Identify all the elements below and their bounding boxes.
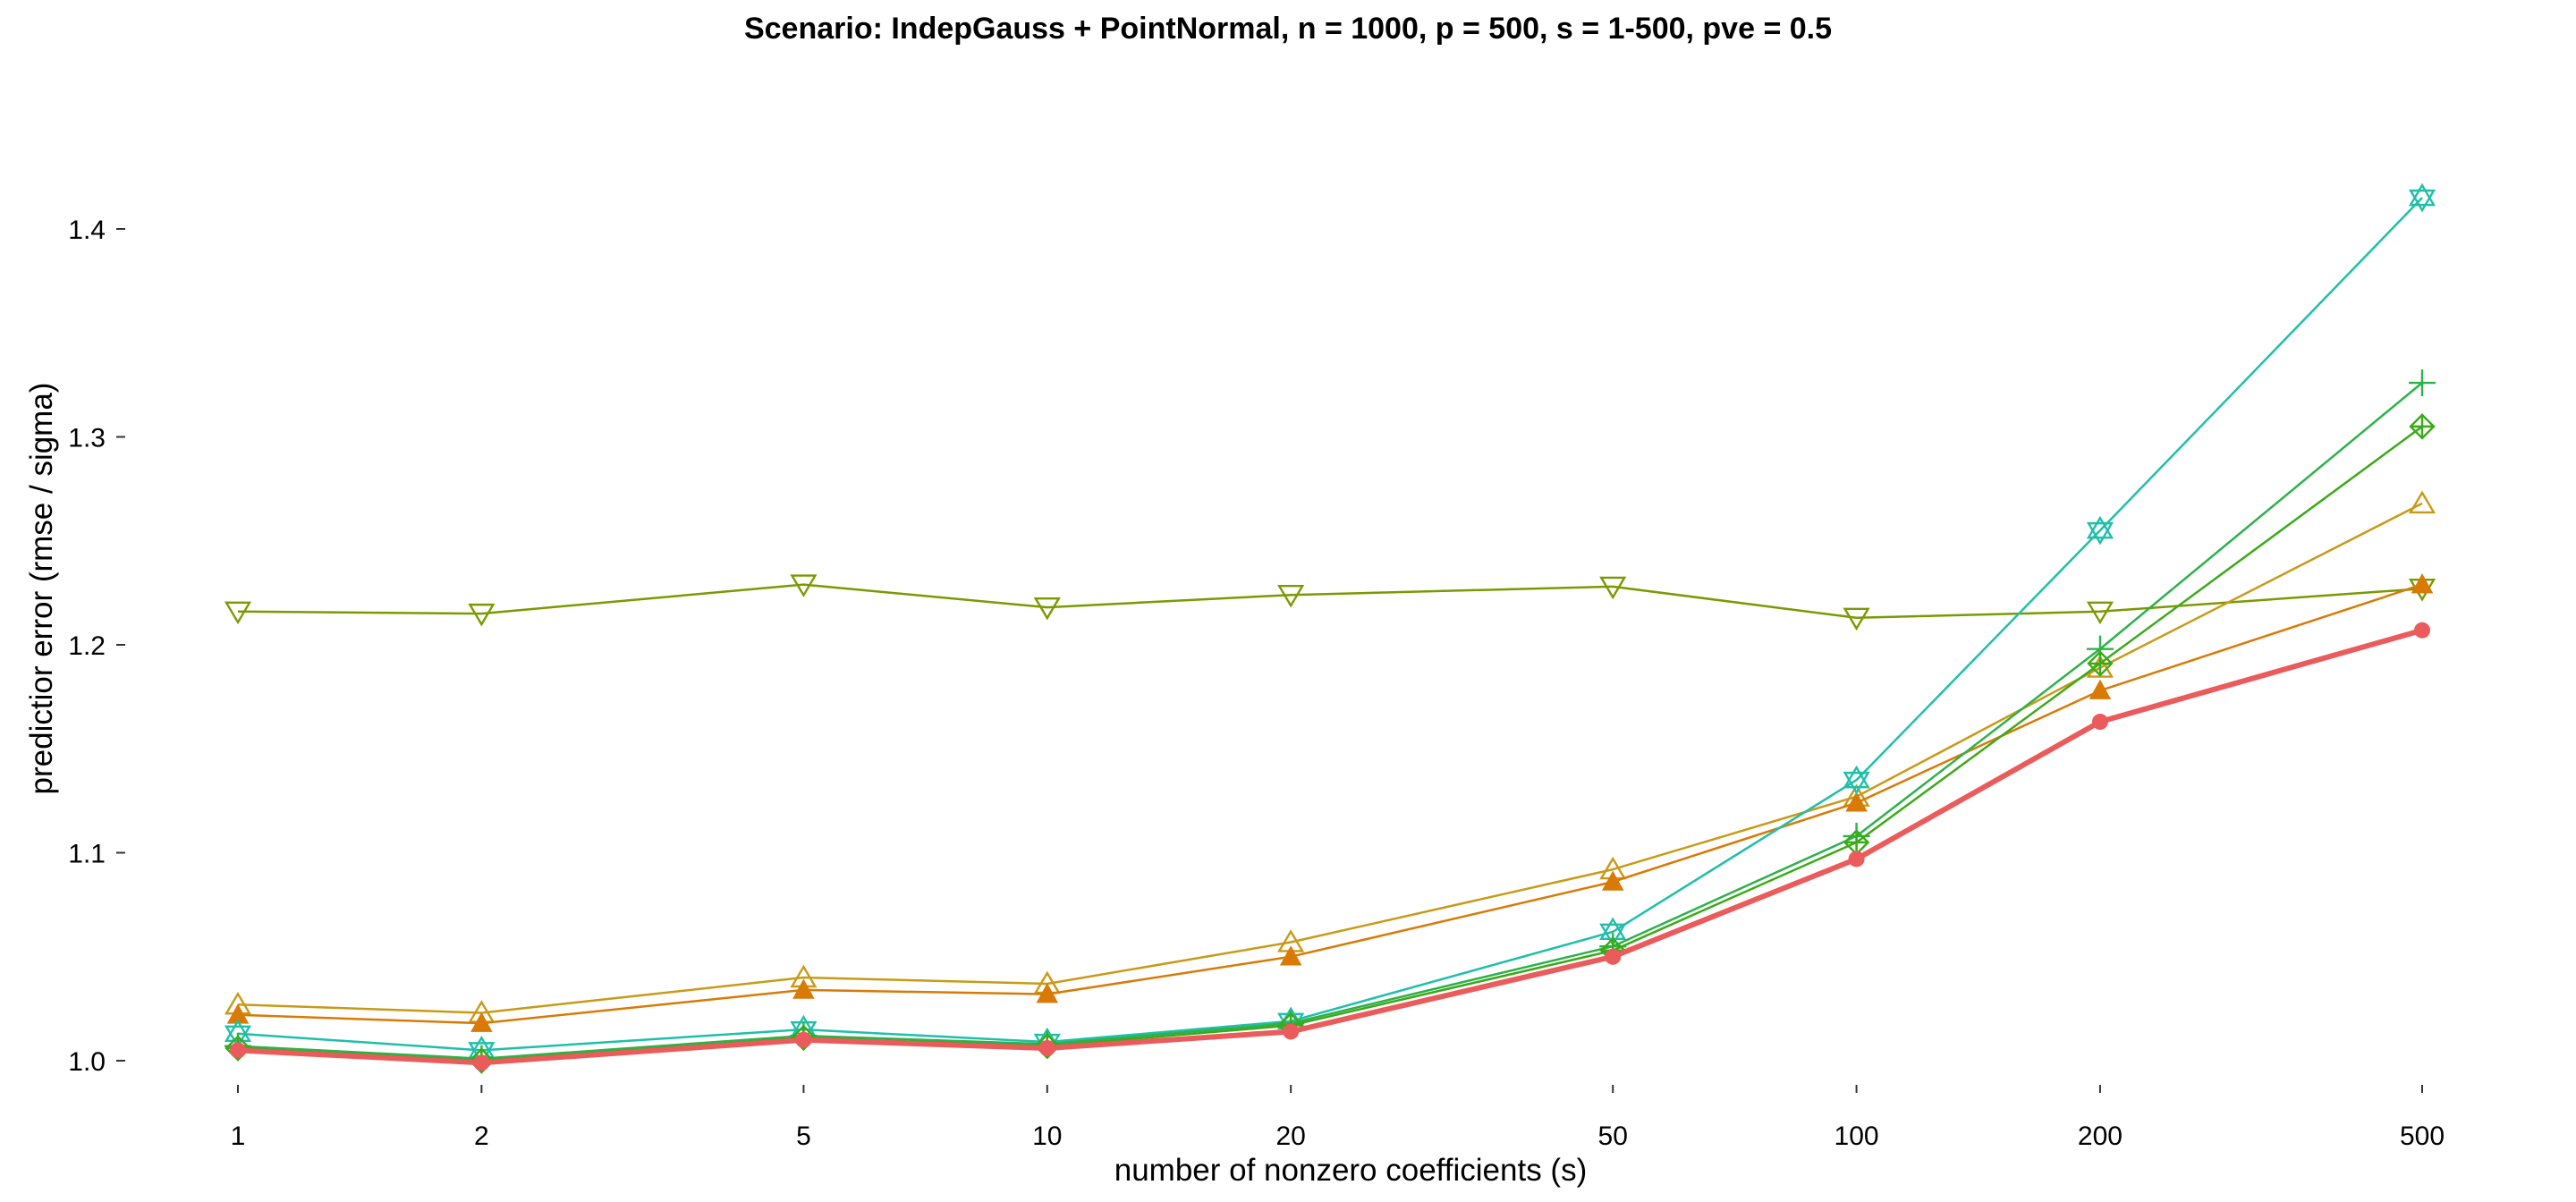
data-point <box>2411 573 2434 594</box>
y-tick-label: 1.0 <box>68 1047 106 1077</box>
marker-triangle-filled <box>1845 791 1868 812</box>
marker-circle <box>1038 1040 1055 1057</box>
data-point <box>2409 369 2436 397</box>
marker-triangle-down <box>224 601 252 625</box>
data-point <box>2087 650 2114 677</box>
y-tick-label: 1.2 <box>68 631 106 661</box>
data-point <box>795 1031 812 1048</box>
data-point <box>1038 1040 1055 1057</box>
marker-circle <box>1848 851 1865 868</box>
series-6 <box>230 622 2430 1071</box>
x-tick-label: 1 <box>231 1122 246 1151</box>
marker-star-down <box>468 1042 496 1065</box>
marker-triangle-filled <box>1601 870 1624 891</box>
y-tick-label: 1.1 <box>68 840 106 869</box>
data-point <box>1036 983 1059 1003</box>
x-tick-label: 5 <box>796 1122 811 1151</box>
series-1 <box>224 490 2436 1023</box>
data-point <box>1033 597 1061 621</box>
series-0 <box>224 574 2436 631</box>
data-point <box>1843 829 1870 856</box>
data-point <box>224 601 252 625</box>
data-point <box>1279 945 1302 966</box>
marker-circle <box>1283 1023 1300 1040</box>
marker-star-up <box>2408 182 2436 207</box>
data-point <box>1601 870 1624 891</box>
series-layer <box>224 182 2436 1074</box>
data-point <box>1843 607 1870 631</box>
data-point <box>1843 765 1870 795</box>
marker-triangle-filled <box>470 1012 493 1032</box>
data-point <box>468 603 496 627</box>
marker-circle <box>1605 948 1622 965</box>
x-axis: 1 2 5 10 20 50 100 200 500 <box>231 1085 2445 1151</box>
data-point <box>2086 515 2114 546</box>
marker-triangle-down <box>468 603 496 627</box>
marker-triangle-filled <box>792 978 815 999</box>
series-line <box>237 583 2423 1025</box>
marker-triangle-down <box>2086 601 2114 625</box>
data-point <box>2089 679 2112 699</box>
series-line <box>237 197 2423 1052</box>
x-tick-label: 100 <box>1835 1122 1879 1151</box>
series-5 <box>225 413 2436 1074</box>
marker-triangle-filled <box>1279 945 1302 966</box>
marker-triangle-filled <box>2411 573 2434 594</box>
marker-triangle-down <box>1599 576 1627 600</box>
data-point <box>470 1012 493 1032</box>
marker-star-down <box>224 1025 252 1049</box>
x-axis-label: number of nonzero coefficients (s) <box>1114 1153 1588 1188</box>
marker-triangle-filled <box>1036 983 1059 1003</box>
data-point <box>2408 490 2436 514</box>
series-line <box>237 502 2423 1014</box>
data-point <box>790 574 818 597</box>
marker-circle <box>2414 622 2430 639</box>
data-point <box>1283 1023 1300 1040</box>
marker-circle <box>473 1054 490 1071</box>
data-point <box>2414 622 2430 639</box>
x-tick-label: 2 <box>474 1122 489 1151</box>
marker-triangle-down <box>1033 597 1061 621</box>
x-tick-label: 10 <box>1032 1122 1062 1151</box>
marker-triangle-down <box>1843 607 1870 631</box>
data-point <box>473 1054 490 1071</box>
marker-triangle-filled <box>2089 679 2112 699</box>
data-point <box>230 1042 246 1059</box>
y-tick-label: 1.4 <box>68 216 106 245</box>
data-point <box>1845 791 1868 812</box>
data-point <box>1605 948 1622 965</box>
marker-triangle-down <box>1277 585 1305 608</box>
data-point <box>2409 413 2436 440</box>
series-line <box>237 425 2423 1062</box>
x-tick-label: 20 <box>1275 1122 1305 1151</box>
x-tick-label: 50 <box>1598 1122 1628 1151</box>
data-point <box>2091 714 2108 731</box>
marker-star-down <box>1843 771 1870 795</box>
marker-circle <box>795 1031 812 1048</box>
marker-star-up <box>1843 765 1870 789</box>
y-axis-label: predictior error (rmse / sigma) <box>24 383 59 795</box>
series-3 <box>224 182 2436 1065</box>
marker-circle <box>230 1042 246 1059</box>
marker-triangle-up <box>2408 490 2436 514</box>
marker-triangle-down <box>790 574 818 597</box>
series-2 <box>226 573 2434 1032</box>
marker-star-down <box>1599 923 1627 947</box>
data-point <box>2086 601 2114 625</box>
y-tick-label: 1.3 <box>68 424 106 453</box>
x-tick-label: 500 <box>2400 1122 2445 1151</box>
x-tick-label: 200 <box>2078 1122 2123 1151</box>
marker-star-down <box>2086 521 2114 546</box>
marker-star-down <box>2408 189 2436 213</box>
data-point <box>1599 576 1627 600</box>
marker-circle <box>2091 714 2108 731</box>
chart-title: Scenario: IndepGauss + PointNormal, n = … <box>744 12 1832 46</box>
data-point <box>792 978 815 999</box>
y-axis: 1.0 1.1 1.2 1.3 1.4 <box>68 216 125 1077</box>
data-point <box>1277 585 1305 608</box>
data-point <box>2408 182 2436 213</box>
marker-star-up <box>2086 515 2114 539</box>
data-point <box>1848 851 1865 868</box>
